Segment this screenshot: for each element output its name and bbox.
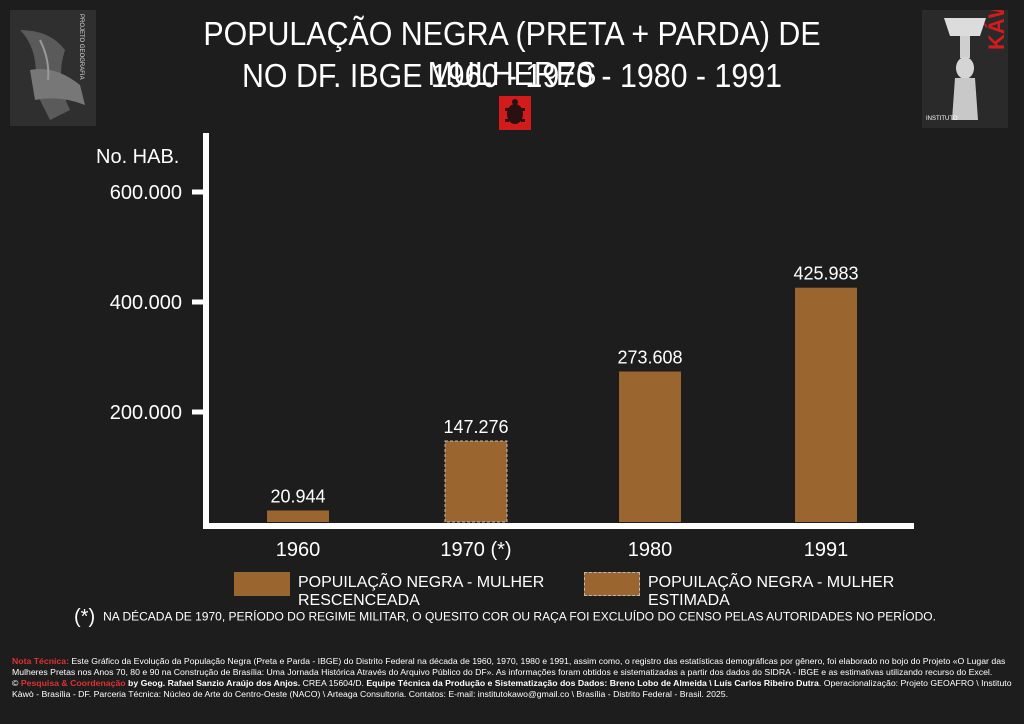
crea-number: CREA 15604/D. xyxy=(302,678,364,688)
x-tick-label: 1991 xyxy=(804,539,849,561)
legend-estimated-line2: ESTIMADA xyxy=(648,592,730,609)
research-label: Pesquisa & Coordenação xyxy=(20,678,126,688)
statue-icon xyxy=(922,10,1008,128)
turtle-emblem-icon xyxy=(499,96,531,130)
x-tick-label: 1960 xyxy=(276,539,321,561)
technote-contacts: . Operacionalização: Projeto GEOAFRO \ I… xyxy=(12,678,1012,699)
institute-label: INSTITUTO xyxy=(926,116,958,122)
y-tick-label: 400.000 xyxy=(110,292,182,314)
team-credits: Equipe Técnica da Produção e Sistematiza… xyxy=(366,678,819,688)
y-tick-label: 200.000 xyxy=(110,402,182,424)
bar-1960 xyxy=(267,510,329,522)
research-by: by Geog. Rafael Sanzio Araújo dos Anjos. xyxy=(128,678,301,688)
footnote-marker: (*) xyxy=(74,606,96,628)
project-logo: PROJETO GEOGRAFIA xyxy=(10,10,96,126)
technote-text: Este Gráfico da Evolução da População Ne… xyxy=(12,656,1006,677)
legend-label-censused: POPUILAÇÃO NEGRA - MULHER RESCENCEADA xyxy=(298,574,544,610)
chart-title-line2: NO DF. IBGE 1960 - 1970 - 1980 - 1991 xyxy=(241,57,783,94)
institute-logo: INSTITUTO KÁWÒ xyxy=(922,10,1008,128)
legend-label-estimated: POPUILAÇÃO NEGRA - MULHER ESTIMADA xyxy=(648,574,894,610)
legend-censused-line2: RESCENCEADA xyxy=(298,592,420,609)
hands-image-icon xyxy=(10,10,96,126)
footnote-text: NA DÉCADA DE 1970, PERÍODO DO REGIME MIL… xyxy=(103,609,936,624)
legend-censused-line1: POPUILAÇÃO NEGRA - MULHER xyxy=(298,574,545,591)
y-tick-label: 600.000 xyxy=(110,182,182,204)
x-tick-label: 1970 (*) xyxy=(440,539,511,561)
technical-note: Nota Técnica: Este Gráfico da Evolução d… xyxy=(12,656,1014,700)
legend-swatch-estimated xyxy=(584,572,640,596)
bar-1970 xyxy=(444,440,508,523)
bar-value-label: 20.944 xyxy=(270,486,325,506)
x-tick-label: 1980 xyxy=(628,539,673,561)
bar-1991 xyxy=(795,287,857,522)
bar-value-label: 273.608 xyxy=(617,348,682,368)
chart-title-line1: POPULAÇÃO NEGRA (PRETA + PARDA) DE MULHE… xyxy=(203,15,821,92)
bar-1980 xyxy=(619,371,681,522)
footnote: (*) NA DÉCADA DE 1970, PERÍODO DO REGIME … xyxy=(74,606,936,629)
copyright-symbol: © xyxy=(12,678,19,688)
bar-value-label: 147.276 xyxy=(443,417,508,437)
technote-label: Nota Técnica: xyxy=(12,656,69,666)
legend-swatch-censused xyxy=(234,572,290,596)
bar-value-label: 425.983 xyxy=(793,264,858,284)
y-axis-label: No. HAB. xyxy=(96,146,179,168)
legend-estimated-line1: POPUILAÇÃO NEGRA - MULHER xyxy=(648,574,895,591)
